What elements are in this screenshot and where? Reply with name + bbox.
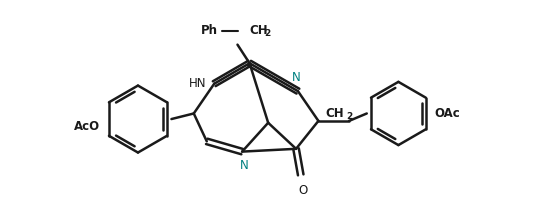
Text: CH: CH xyxy=(249,24,268,37)
Text: 2: 2 xyxy=(346,112,353,121)
Text: N: N xyxy=(240,159,248,172)
Text: CH: CH xyxy=(326,107,345,120)
Text: AcO: AcO xyxy=(74,120,100,133)
Text: Ph: Ph xyxy=(201,24,218,37)
Text: HN: HN xyxy=(189,77,207,90)
Text: N: N xyxy=(292,71,300,84)
Text: 2: 2 xyxy=(265,29,270,38)
Text: O: O xyxy=(298,184,307,197)
Text: OAc: OAc xyxy=(434,107,460,120)
